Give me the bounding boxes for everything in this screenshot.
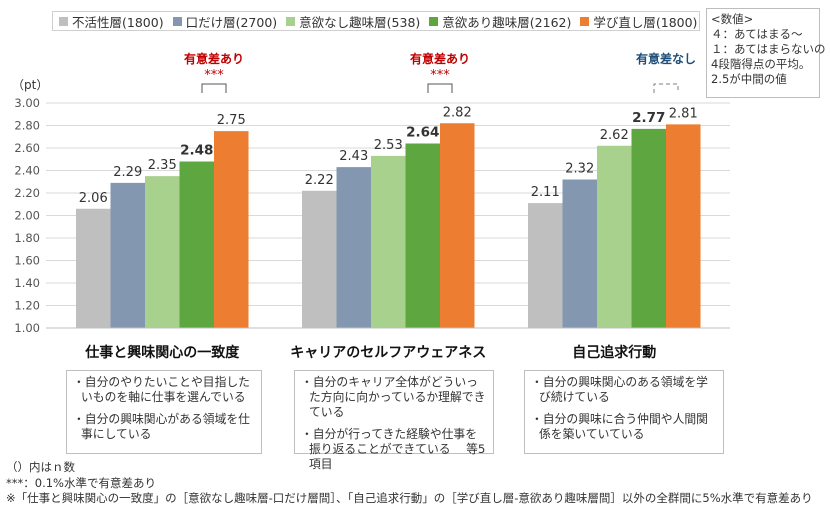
legend-label: 不活性層(1800) <box>72 14 164 30</box>
legend: 不活性層(1800) 口だけ層(2700) 意欲なし趣味層(538) 意欲あり趣… <box>52 11 700 31</box>
legend-item: 意欲あり趣味層(2162) <box>429 12 571 31</box>
y-tick-label: 2.20 <box>14 186 40 200</box>
legend-item: 口だけ層(2700) <box>172 12 278 31</box>
note-line: ４：あてはまる～ <box>711 27 803 41</box>
item-box-work-interest: ・自分のやりたいことや目指したいものを軸に仕事を選んでいる ・自分の興味関心があ… <box>66 370 262 454</box>
item-text: ・自分の興味に合う仲間や人間関係を築いていている <box>531 412 708 441</box>
data-label: 2.82 <box>443 105 472 120</box>
data-label: 2.64 <box>406 125 439 141</box>
y-tick-label: 1.00 <box>14 321 40 335</box>
footnotes: （）内はｎ数 ***：0.1%水準で有意差あり ※「仕事と興味関心の一致度」の［… <box>6 460 813 507</box>
item-text: ・自分が行ってきた経験や仕事を振り返ることができている 等5項目 <box>301 427 486 471</box>
significance-stars: *** <box>204 68 224 83</box>
significance-bracket <box>427 83 453 93</box>
data-label: 2.32 <box>565 162 594 177</box>
note-line: １：あてはまらないの <box>711 42 826 56</box>
y-tick-label: 1.60 <box>14 254 40 268</box>
significance-stars: *** <box>430 68 450 83</box>
y-tick-label: 1.40 <box>14 276 40 290</box>
legend-label: 意欲あり趣味層(2162) <box>442 14 572 30</box>
data-label: 2.06 <box>79 191 108 206</box>
value-note-box: <数値> ４：あてはまる～ １：あてはまらないの 4段階得点の平均。 2.5が中… <box>706 8 826 98</box>
y-tick-label: 1.20 <box>14 299 40 313</box>
item-text: ・自分の興味関心のある領域を学び続けている <box>531 375 708 404</box>
significance-label: 有意差あり <box>410 51 470 66</box>
footnote-n: （）内はｎ数 <box>6 460 75 474</box>
y-tick-label: 2.00 <box>14 209 40 223</box>
bar <box>371 155 406 328</box>
data-label: 2.22 <box>305 173 334 188</box>
data-label: 2.75 <box>217 113 246 128</box>
y-axis-unit: （pt） <box>12 78 49 92</box>
item-box-career-awareness: ・自分のキャリア全体がどういった方向に向かっているか理解できている ・自分が行っ… <box>294 370 494 471</box>
bar <box>631 128 666 328</box>
bar <box>336 167 371 328</box>
data-label: 2.81 <box>669 106 698 121</box>
bar-chart: 1.00 1.20 1.40 1.60 1.80 2.00 2.20 2.40 2.60 2.80… <box>14 51 730 361</box>
y-tick-label: 1.80 <box>14 231 40 245</box>
legend-swatch <box>172 16 182 26</box>
data-label: 2.77 <box>632 110 665 126</box>
data-label: 2.53 <box>374 138 403 153</box>
item-text: ・自分の興味関心がある領域を仕事にしている <box>73 412 250 441</box>
legend-item: 意欲なし趣味層(538) <box>286 12 420 31</box>
bar <box>405 143 440 328</box>
note-line: 2.5が中間の値 <box>711 72 787 86</box>
bar <box>528 203 563 328</box>
y-tick-label: 3.00 <box>14 96 40 110</box>
data-label: 2.43 <box>339 149 368 164</box>
legend-item: 学び直し層(1800) <box>580 12 697 31</box>
bar <box>440 123 475 328</box>
category-label: キャリアのセルフアウェアネス <box>290 345 486 361</box>
category-label: 自己追求行動 <box>572 344 656 361</box>
legend-label: 学び直し層(1800) <box>593 14 698 30</box>
bar <box>666 124 701 328</box>
bar <box>110 182 145 328</box>
item-box-self-pursuit: ・自分の興味関心のある領域を学び続けている ・自分の興味に合う仲間や人間関係を築… <box>524 370 724 454</box>
note-title: <数値> <box>711 12 754 26</box>
category-label: 仕事と興味関心の一致度 <box>84 344 240 361</box>
legend-item: 不活性層(1800) <box>59 12 164 31</box>
significance-label: 有意差なし <box>636 51 696 66</box>
bar <box>76 208 111 328</box>
footnote-remark: ※「仕事と興味関心の一致度」の［意欲なし趣味層-口だけ層間］、「自己追求行動」の… <box>6 491 813 505</box>
y-tick-label: 2.80 <box>14 119 40 133</box>
legend-label: 意欲なし趣味層(538) <box>299 14 421 30</box>
item-text: ・自分のやりたいことや目指したいものを軸に仕事を選んでいる <box>73 375 250 404</box>
significance-bracket <box>201 83 227 93</box>
data-label: 2.29 <box>113 165 142 180</box>
y-tick-label: 2.60 <box>14 141 40 155</box>
bar <box>179 161 214 328</box>
bar <box>145 176 180 328</box>
bar <box>597 145 632 328</box>
footnote-significance: ***：0.1%水準で有意差あり <box>6 475 156 490</box>
item-text: ・自分のキャリア全体がどういった方向に向かっているか理解できている <box>301 375 486 419</box>
data-label: 2.11 <box>531 185 560 200</box>
legend-label: 口だけ層(2700) <box>185 14 278 30</box>
bar <box>302 190 337 328</box>
significance-label: 有意差あり <box>184 51 244 66</box>
data-label: 2.35 <box>148 158 177 173</box>
note-line: 4段階得点の平均。 <box>711 57 811 71</box>
bar <box>214 131 249 328</box>
data-label: 2.62 <box>600 128 629 143</box>
legend-swatch <box>580 16 590 26</box>
legend-swatch <box>429 16 439 26</box>
bar <box>562 179 597 328</box>
data-label: 2.48 <box>180 143 213 159</box>
legend-swatch <box>59 16 68 26</box>
significance-bracket <box>653 83 679 93</box>
legend-swatch <box>286 16 296 26</box>
y-tick-label: 2.40 <box>14 164 40 178</box>
